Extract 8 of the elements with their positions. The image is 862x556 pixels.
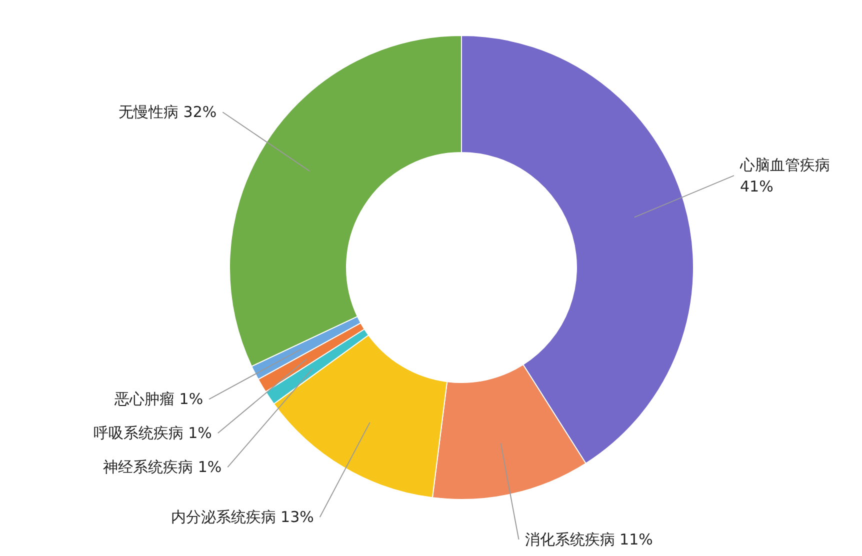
slice-label: 恶心肿瘤 1% — [114, 390, 204, 408]
data-label: 41% — [740, 177, 774, 196]
slice-label: 消化系统疾病 11% — [524, 530, 653, 548]
slice-label: 心脑血管疾病 — [738, 156, 830, 174]
slice-label: 神经系统疾病 1% — [103, 458, 222, 476]
slice-label: 内分泌系统疾病 13% — [170, 508, 314, 526]
slice-label: 呼吸系统疾病 1% — [93, 424, 212, 442]
slice-label: 无慢性病 32% — [118, 103, 217, 122]
